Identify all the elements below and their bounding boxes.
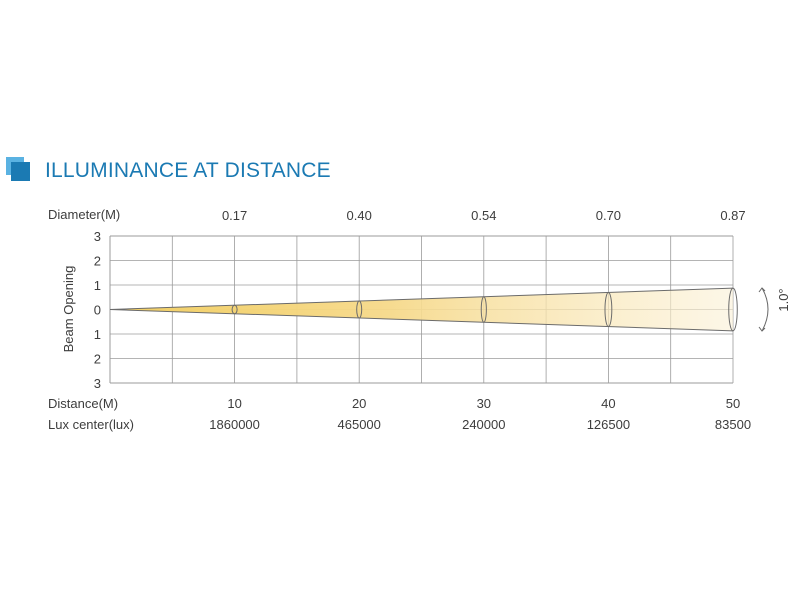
beam-angle-arc xyxy=(761,287,769,332)
y-tick-label: 0 xyxy=(94,303,101,318)
diameter-value: 0.70 xyxy=(596,208,621,223)
section-header: ILLUMINANCE AT DISTANCE xyxy=(6,157,506,189)
diameter-value: 0.40 xyxy=(347,208,372,223)
distance-value: 20 xyxy=(352,396,366,411)
beam-cross-section xyxy=(231,304,238,315)
diameter-row-label: Diameter(M) xyxy=(48,207,120,222)
beam-edge-top xyxy=(109,287,734,310)
beam-edge-bottom xyxy=(109,309,734,332)
lux-value: 1860000 xyxy=(209,417,260,432)
y-tick-label: 2 xyxy=(94,254,101,269)
y-ticks: 3 2 1 0 1 2 3 xyxy=(94,229,101,391)
diameter-value: 0.17 xyxy=(222,208,247,223)
distance-value: 30 xyxy=(477,396,491,411)
distance-value: 50 xyxy=(726,396,740,411)
chart-title: ILLUMINANCE AT DISTANCE xyxy=(45,159,331,182)
lux-value: 83500 xyxy=(715,417,751,432)
y-tick-label: 3 xyxy=(94,376,101,391)
beam-angle-arrow-bottom xyxy=(758,326,766,332)
lux-value: 240000 xyxy=(462,417,505,432)
distance-value: 10 xyxy=(227,396,241,411)
y-tick-label: 2 xyxy=(94,352,101,367)
beam xyxy=(109,287,738,332)
distance-row-label: Distance(M) xyxy=(48,396,118,411)
square-icon xyxy=(6,157,30,181)
y-tick-label: 1 xyxy=(94,278,101,293)
lux-value: 126500 xyxy=(587,417,630,432)
diameter-value: 0.87 xyxy=(720,208,745,223)
row-labels: 0.17 10 1860000 0.40 20 465000 0.54 30 240000 0.7… xyxy=(209,208,751,432)
beam-cross-section xyxy=(604,291,613,328)
distance-value: 40 xyxy=(601,396,615,411)
y-tick-label: 1 xyxy=(94,327,101,342)
beam-cross-section xyxy=(480,296,487,323)
beam-angle-label: 1.0° xyxy=(776,288,791,311)
y-axis-title: Beam Opening xyxy=(61,266,76,353)
beam-cross-section xyxy=(728,287,738,332)
beam-fill xyxy=(110,288,733,331)
diameter-value: 0.54 xyxy=(471,208,496,223)
lux-value: 465000 xyxy=(338,417,381,432)
beam-cross-section xyxy=(356,300,363,319)
y-tick-label: 3 xyxy=(94,229,101,244)
lux-row-label: Lux center(lux) xyxy=(48,417,134,432)
beam-angle-arrow-top xyxy=(758,287,766,293)
